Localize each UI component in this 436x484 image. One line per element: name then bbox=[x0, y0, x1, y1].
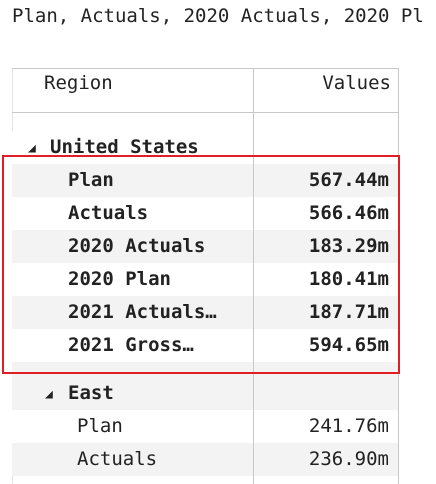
row-label: 2021 Gross… bbox=[68, 334, 194, 356]
row-label: 2020 Plan bbox=[68, 268, 171, 290]
header-values[interactable]: Values bbox=[322, 72, 391, 94]
group-label[interactable]: East bbox=[68, 382, 114, 404]
row-bg bbox=[12, 443, 398, 476]
row-value: 236.90m bbox=[308, 448, 389, 470]
row-label: 2021 Actuals… bbox=[68, 301, 217, 323]
group-bg bbox=[12, 131, 398, 164]
row-value: 183.29m bbox=[308, 235, 389, 257]
header-bottom-line bbox=[12, 112, 399, 113]
row-bg bbox=[12, 197, 398, 230]
header-top-line bbox=[12, 68, 399, 69]
expand-arrow[interactable]: ◢ bbox=[45, 387, 53, 402]
col-line bbox=[253, 68, 254, 484]
row-value: 566.46m bbox=[308, 202, 389, 224]
row-value: 187.71m bbox=[308, 301, 389, 323]
row-label: 2020 Actuals bbox=[68, 235, 206, 257]
title: Plan, Actuals, 2020 Actuals, 2020 Pl bbox=[12, 5, 424, 27]
row-value: 567.44m bbox=[308, 169, 389, 191]
row-bg bbox=[12, 329, 398, 362]
selection-box[interactable] bbox=[2, 155, 400, 374]
row-bg bbox=[12, 410, 398, 443]
row-label: Actuals bbox=[77, 448, 158, 470]
row-value: 241.76m bbox=[308, 415, 389, 437]
expand-arrow[interactable]: ◢ bbox=[28, 141, 36, 156]
row-label: Actuals bbox=[68, 202, 149, 224]
group-bg bbox=[12, 377, 398, 410]
row-label: Plan bbox=[68, 169, 114, 191]
row-label: Plan bbox=[77, 415, 123, 437]
row-value: 594.65m bbox=[308, 334, 389, 356]
row-bg bbox=[12, 230, 398, 263]
row-bg bbox=[12, 263, 398, 296]
header-region[interactable]: Region bbox=[44, 72, 113, 94]
group-label[interactable]: United States bbox=[50, 136, 199, 158]
row-bg bbox=[12, 164, 398, 197]
row-value: 180.41m bbox=[308, 268, 389, 290]
row-bg bbox=[12, 296, 398, 329]
